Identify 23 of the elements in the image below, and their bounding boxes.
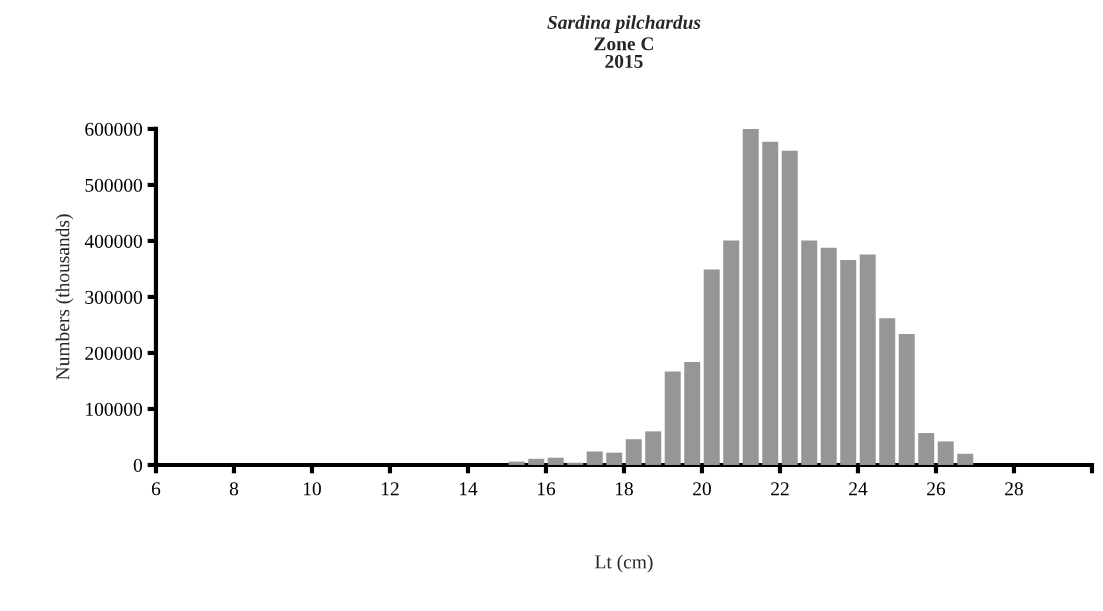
y-tick-label: 400000 (84, 234, 143, 248)
x-tick-label: 20 (693, 482, 711, 496)
x-tick-label: 22 (771, 482, 789, 496)
x-tick-label: 28 (1005, 482, 1023, 496)
x-tick-label: 26 (927, 482, 946, 496)
x-tick-label: 12 (381, 482, 399, 496)
y-tick-label: 100000 (86, 402, 143, 416)
y-axis-title: Numbers (thousands) (55, 214, 74, 380)
x-tick-label: 6 (151, 482, 161, 496)
y-tick-label: 500000 (85, 178, 143, 192)
x-tick-label: 16 (537, 482, 556, 496)
x-tick-label: 18 (615, 482, 633, 496)
x-tick-label: 8 (229, 482, 239, 496)
y-tick-label: 0 (133, 458, 143, 472)
chart-subtitle: Zone C 2015 (594, 37, 653, 68)
y-tick-label: 200000 (85, 346, 143, 360)
y-tick-label: 600000 (85, 122, 143, 136)
x-tick-label: 14 (459, 482, 478, 496)
x-axis-title: Lt (cm) (595, 554, 653, 573)
chart-title: Sardina pilchardus (547, 15, 701, 33)
x-tick-label: 24 (849, 482, 868, 496)
x-tick-label: 10 (303, 482, 321, 496)
y-tick-label: 300000 (85, 290, 143, 304)
